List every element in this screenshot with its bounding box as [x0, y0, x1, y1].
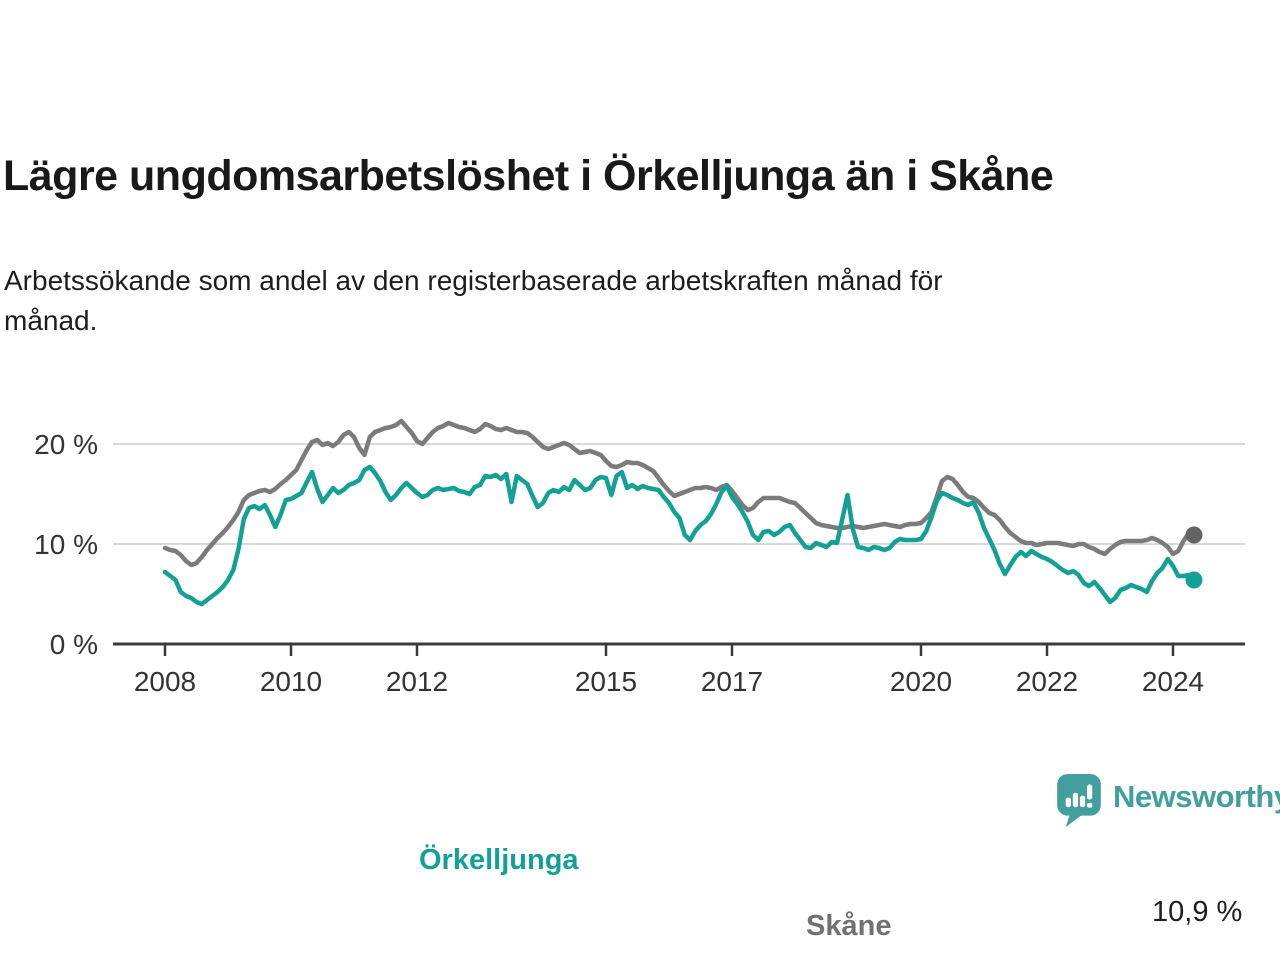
x-axis-tick-label: 2017 — [701, 666, 763, 697]
chart-title: Lägre ungdomsarbetslöshet i Örkelljunga … — [3, 152, 1054, 200]
y-axis-tick-label: 0 % — [50, 629, 98, 660]
x-axis-tick-label: 2022 — [1016, 666, 1078, 697]
x-axis-tick-label: 2020 — [890, 666, 952, 697]
unemployment-line-chart: 0 % 10 % 20 % 2008 2010 2012 2015 2017 2020 2022 2… — [0, 400, 1280, 942]
series-line-örkelljunga — [162, 464, 1197, 607]
newsworthy-bar-chart-speech-bubble-icon — [1056, 773, 1102, 833]
newsworthy-logo-text: Newsworthy — [1113, 779, 1280, 814]
end-value-label-skane: 10,9 % — [1152, 896, 1243, 928]
series-end-dot-örkelljunga — [1185, 571, 1203, 589]
x-axis-tick-label: 2012 — [386, 666, 448, 697]
chart-subtitle-line2: månad. — [4, 305, 98, 336]
chart-subtitle-line1: Arbetssökande som andel av den registerb… — [4, 265, 943, 296]
series-label-skane: Skåne — [806, 910, 892, 942]
line-chart-canvas: 0 % 10 % 20 % 2008 2010 2012 2015 2017 2020 2022 2… — [34, 418, 1245, 697]
y-axis-tick-label: 20 % — [34, 429, 98, 460]
chart-subtitle: Arbetssökande som andel av den registerb… — [4, 261, 1214, 341]
x-axis-tick-label: 2008 — [134, 666, 196, 697]
x-axis-tick-label: 2015 — [575, 666, 637, 697]
x-axis-tick-label: 2024 — [1142, 666, 1204, 697]
x-axis-tick-label: 2010 — [260, 666, 322, 697]
series-line-skåne — [162, 418, 1197, 568]
series-label-orkelljunga: Örkelljunga — [419, 844, 579, 876]
y-axis-tick-label: 10 % — [34, 529, 98, 560]
newsworthy-logo[interactable]: Newsworthy — [1056, 773, 1280, 833]
series-end-dot-skåne — [1185, 526, 1203, 544]
